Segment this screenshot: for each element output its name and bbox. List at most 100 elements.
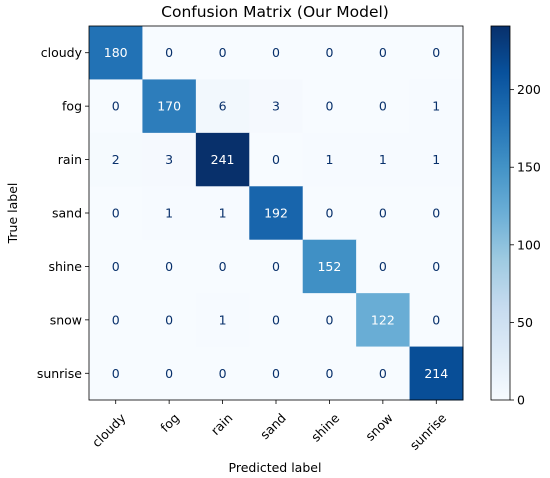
heatmap-cell-value: 0 bbox=[165, 45, 173, 60]
heatmap-cell bbox=[249, 79, 304, 134]
x-tick-label: shine bbox=[308, 410, 343, 445]
heatmap-cell-value: 0 bbox=[325, 206, 333, 221]
heatmap-cell bbox=[195, 293, 250, 348]
colorbar-tick-label: 200 bbox=[517, 82, 541, 97]
y-tick-label: sand bbox=[52, 206, 82, 221]
heatmap-cell bbox=[302, 132, 357, 187]
heatmap-cell bbox=[356, 79, 411, 134]
heatmap-cell bbox=[409, 26, 464, 80]
x-tick-label: sunrise bbox=[407, 410, 450, 453]
heatmap-cell bbox=[195, 186, 250, 241]
heatmap-cell bbox=[356, 346, 411, 401]
colorbar-tick-label: 150 bbox=[517, 160, 541, 175]
y-tick-label: cloudy bbox=[41, 45, 83, 60]
heatmap-cell-value: 214 bbox=[424, 366, 448, 381]
heatmap-cell bbox=[409, 346, 464, 401]
heatmap-cell bbox=[249, 239, 304, 294]
heatmap-cell bbox=[142, 346, 197, 401]
heatmap-cell-value: 1 bbox=[432, 99, 440, 114]
heatmap-cell bbox=[356, 132, 411, 187]
heatmap-cell bbox=[356, 186, 411, 241]
heatmap-cell-value: 0 bbox=[379, 45, 387, 60]
heatmap-cell bbox=[142, 239, 197, 294]
heatmap-cell bbox=[409, 293, 464, 348]
heatmap-cell bbox=[195, 79, 250, 134]
x-tick-label: sand bbox=[257, 410, 289, 442]
heatmap-cell-value: 0 bbox=[112, 366, 120, 381]
heatmap-cell-value: 0 bbox=[272, 45, 280, 60]
plot-frame bbox=[88, 25, 464, 401]
x-tick-label: cloudy bbox=[89, 410, 129, 450]
heatmap-cell-value: 0 bbox=[379, 206, 387, 221]
heatmap-cell bbox=[142, 79, 197, 134]
heatmap-cell-value: 0 bbox=[112, 259, 120, 274]
heatmap-cell bbox=[195, 132, 250, 187]
heatmap-cell-value: 1 bbox=[219, 206, 227, 221]
heatmap-cell-value: 1 bbox=[325, 152, 333, 167]
heatmap-cell bbox=[249, 132, 304, 187]
heatmap-cell-value: 0 bbox=[272, 366, 280, 381]
heatmap-cell-value: 0 bbox=[165, 312, 173, 327]
y-tick-label: sunrise bbox=[37, 366, 82, 381]
heatmap-cell-value: 152 bbox=[317, 259, 341, 274]
heatmap-cell-value: 0 bbox=[219, 366, 227, 381]
heatmap-cell bbox=[195, 346, 250, 401]
heatmap-cell bbox=[409, 132, 464, 187]
heatmap-cell bbox=[142, 132, 197, 187]
heatmap-cell-value: 0 bbox=[272, 259, 280, 274]
heatmap-cell-value: 2 bbox=[112, 152, 120, 167]
heatmap-cell-value: 0 bbox=[379, 259, 387, 274]
y-axis-ticks: cloudy fog rain sand shine snow sunrise bbox=[37, 45, 89, 381]
heatmap-cell-value: 0 bbox=[432, 259, 440, 274]
heatmap-cell-value: 3 bbox=[272, 99, 280, 114]
heatmap-cell-value: 0 bbox=[112, 206, 120, 221]
heatmap-cell-value: 0 bbox=[379, 99, 387, 114]
heatmap-cell bbox=[89, 132, 143, 187]
x-axis-ticks: cloudy fog rain sand shine snow sunrise bbox=[89, 400, 450, 453]
colorbar bbox=[490, 25, 511, 401]
heatmap-cell bbox=[89, 293, 143, 348]
heatmap-cell-value: 1 bbox=[379, 152, 387, 167]
heatmap-cell-value: 0 bbox=[165, 366, 173, 381]
colorbar-ticks: 0 50 100 150 200 bbox=[510, 82, 541, 408]
heatmap-cell-value: 0 bbox=[272, 312, 280, 327]
heatmap-cells bbox=[89, 26, 464, 401]
heatmap-cell-value: 1 bbox=[432, 152, 440, 167]
x-tick-label: rain bbox=[208, 410, 236, 438]
heatmap-cell-labels: 180 0 0 0 0 0 0 0 170 6 3 0 0 1 2 3 241 0 1 1 1 0 1 1 192 0 0 0 0 0 0 0… bbox=[104, 45, 448, 381]
x-tick-label: fog bbox=[157, 410, 182, 435]
heatmap-cell-value: 0 bbox=[325, 45, 333, 60]
heatmap-cell bbox=[409, 186, 464, 241]
heatmap-cell bbox=[195, 26, 250, 80]
heatmap-cell bbox=[302, 186, 357, 241]
heatmap-cell bbox=[249, 293, 304, 348]
heatmap-cell-value: 0 bbox=[165, 259, 173, 274]
heatmap-cell-value: 0 bbox=[112, 312, 120, 327]
x-axis-label: Predicted label bbox=[229, 460, 322, 475]
heatmap-cell bbox=[302, 26, 357, 80]
heatmap-cell-value: 0 bbox=[432, 206, 440, 221]
heatmap-cell-value: 192 bbox=[264, 206, 288, 221]
heatmap-cell bbox=[356, 26, 411, 80]
heatmap-cell bbox=[302, 293, 357, 348]
heatmap-cell-value: 0 bbox=[272, 152, 280, 167]
y-tick-label: shine bbox=[48, 259, 82, 274]
heatmap-cell bbox=[89, 26, 143, 80]
heatmap-cell-value: 1 bbox=[219, 312, 227, 327]
heatmap-cell-value: 0 bbox=[325, 99, 333, 114]
chart-title: Confusion Matrix (Our Model) bbox=[161, 3, 389, 21]
heatmap-cell-value: 6 bbox=[219, 99, 227, 114]
heatmap-cell bbox=[249, 346, 304, 401]
heatmap-cell-value: 1 bbox=[165, 206, 173, 221]
heatmap-cell bbox=[195, 239, 250, 294]
heatmap-cell bbox=[89, 239, 143, 294]
x-tick-label: snow bbox=[362, 410, 395, 443]
heatmap-cell bbox=[142, 26, 197, 80]
heatmap-cell-value: 241 bbox=[211, 152, 235, 167]
heatmap-cell-value: 0 bbox=[219, 259, 227, 274]
heatmap-cell bbox=[356, 239, 411, 294]
heatmap-cell-value: 170 bbox=[157, 99, 181, 114]
heatmap-cell bbox=[356, 293, 411, 348]
heatmap-cell bbox=[249, 26, 304, 80]
